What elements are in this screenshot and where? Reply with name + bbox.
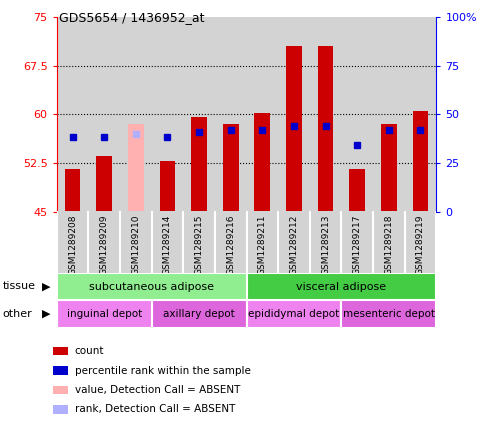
Text: subcutaneous adipose: subcutaneous adipose (89, 282, 214, 291)
Bar (65, 169, 80, 212)
Bar (53, 405, 68, 414)
Text: mesenteric depot: mesenteric depot (343, 309, 435, 319)
Bar (286, 46, 302, 212)
Text: GSM1289214: GSM1289214 (163, 214, 172, 275)
Text: tissue: tissue (2, 281, 35, 291)
Bar (341, 300, 436, 328)
Text: other: other (2, 309, 32, 319)
Text: epididymal depot: epididymal depot (248, 309, 340, 319)
Bar (53, 366, 68, 375)
Bar (128, 124, 143, 212)
Bar (246, 273, 436, 300)
Bar (254, 113, 270, 212)
Text: percentile rank within the sample: percentile rank within the sample (75, 365, 250, 376)
Text: GSM1289208: GSM1289208 (68, 214, 77, 275)
Bar (57, 273, 246, 300)
Text: GSM1289219: GSM1289219 (416, 214, 425, 275)
Bar (152, 300, 246, 328)
Bar (57, 300, 152, 328)
Text: GSM1289210: GSM1289210 (131, 214, 141, 275)
Bar (53, 386, 68, 394)
Text: value, Detection Call = ABSENT: value, Detection Call = ABSENT (75, 385, 240, 395)
Text: ▶: ▶ (42, 309, 50, 319)
Text: GDS5654 / 1436952_at: GDS5654 / 1436952_at (59, 11, 205, 24)
Bar (160, 161, 176, 212)
Bar (317, 46, 333, 212)
Text: GSM1289209: GSM1289209 (100, 214, 108, 275)
Bar (223, 124, 239, 212)
Text: count: count (75, 346, 104, 356)
Text: axillary depot: axillary depot (163, 309, 235, 319)
Text: rank, Detection Call = ABSENT: rank, Detection Call = ABSENT (75, 404, 235, 415)
Text: GSM1289218: GSM1289218 (385, 214, 393, 275)
Bar (53, 347, 68, 355)
Text: GSM1289217: GSM1289217 (352, 214, 362, 275)
Text: GSM1289215: GSM1289215 (195, 214, 204, 275)
Bar (96, 157, 112, 212)
Text: visceral adipose: visceral adipose (296, 282, 387, 291)
Bar (246, 300, 341, 328)
Text: inguinal depot: inguinal depot (67, 309, 142, 319)
Text: ▶: ▶ (42, 281, 50, 291)
Bar (413, 111, 428, 212)
Bar (350, 169, 365, 212)
Text: GSM1289216: GSM1289216 (226, 214, 235, 275)
Bar (381, 124, 397, 212)
Text: GSM1289213: GSM1289213 (321, 214, 330, 275)
Text: GSM1289211: GSM1289211 (258, 214, 267, 275)
Bar (191, 118, 207, 212)
Text: GSM1289212: GSM1289212 (289, 214, 298, 275)
